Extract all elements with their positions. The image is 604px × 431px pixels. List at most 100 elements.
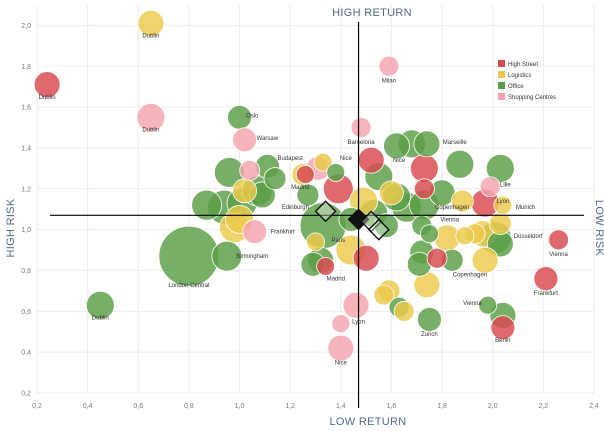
city-label: Frankfurt (271, 230, 295, 236)
bubble-office[interactable] (485, 153, 515, 183)
bubble-logistics[interactable] (450, 189, 474, 213)
x-tick-label: 1,0 (235, 403, 245, 410)
bubble-office[interactable] (383, 132, 410, 160)
bubble-office[interactable] (478, 295, 498, 315)
bubble-logistics[interactable] (379, 180, 404, 206)
legend-label: High Street (508, 62, 538, 68)
city-label: London Central (168, 283, 209, 289)
bubble-office[interactable] (413, 130, 441, 158)
x-tick-label: 2,2 (538, 403, 548, 410)
quadrant-label-low-risk: LOW RISK (593, 200, 604, 257)
x-tick-label: 1,6 (387, 403, 397, 410)
bubble-shopping-centres[interactable] (136, 102, 166, 132)
city-label: Munich (516, 205, 535, 211)
bubble-shopping-centres[interactable] (479, 176, 501, 198)
city-label: Frankfurt (534, 291, 558, 297)
bubble-logistics[interactable] (137, 9, 165, 37)
bubble-high-street[interactable] (413, 178, 435, 200)
city-label: Lyon (496, 199, 509, 205)
city-label: Vienna (549, 252, 568, 258)
legend-label: Shopping Centres (508, 95, 556, 101)
quadrant-label-high-risk: HIGH RISK (5, 198, 17, 257)
bubble-office[interactable] (445, 149, 475, 179)
bubble-office[interactable] (420, 224, 439, 244)
bubble-shopping-centres[interactable] (350, 117, 372, 138)
bubble-logistics[interactable] (471, 246, 499, 274)
bubble-high-street[interactable] (426, 247, 448, 269)
x-tick-label: 0,4 (83, 403, 93, 410)
bubble-shopping-centres[interactable] (232, 127, 258, 153)
bubble-shopping-centres[interactable] (378, 55, 400, 77)
city-label: Nice (335, 360, 348, 366)
bubble-office[interactable] (326, 163, 346, 182)
bubble-shopping-centres[interactable] (239, 160, 261, 181)
bubble-office[interactable] (191, 189, 223, 221)
y-tick-label: 0,8 (21, 268, 31, 275)
city-label: Warsaw (257, 136, 279, 142)
y-tick-label: 1,6 (21, 105, 31, 112)
city-label: Lille (500, 183, 511, 189)
bubble-office[interactable] (211, 240, 243, 272)
tick-labels: 0,2 0,4 0,6 0,8 1,0 1,2 1,4 1,6 1,8 2,0 2,2 2,4 0,2 0… (21, 23, 599, 410)
city-label: Nice (393, 158, 406, 164)
x-tick-label: 0,6 (133, 403, 143, 410)
bubble-high-street[interactable] (352, 244, 380, 272)
y-tick-label: 1,0 (21, 227, 31, 234)
bubble-high-street[interactable] (357, 146, 385, 174)
y-tick-label: 2,0 (21, 23, 31, 30)
bubble-logistics[interactable] (455, 226, 475, 246)
bubble-logistics[interactable] (493, 195, 513, 215)
bubble-shopping-centres[interactable] (242, 219, 268, 245)
benchmark-diamonds (314, 200, 390, 241)
city-label: Barcelona (348, 140, 376, 146)
bubble-shopping-centres[interactable] (327, 334, 355, 362)
bubble-office[interactable] (417, 307, 442, 332)
bubble-high-street[interactable] (548, 229, 569, 251)
legend-swatch (498, 71, 505, 78)
bubble-logistics[interactable] (313, 152, 333, 172)
bubble-office[interactable] (85, 290, 115, 320)
bubble-logistics[interactable] (373, 284, 395, 306)
bubble-high-street[interactable] (490, 315, 516, 341)
bubble-shopping-centres[interactable] (342, 291, 370, 319)
bubble-office[interactable] (263, 167, 287, 190)
x-tick-label: 2,0 (488, 403, 498, 410)
legend-swatch (498, 93, 505, 100)
city-label: Madrid (327, 277, 345, 283)
bubble-office[interactable] (373, 213, 399, 238)
bubbles (33, 9, 569, 362)
city-label: Paris (331, 238, 345, 244)
bubble-shopping-centres[interactable] (331, 314, 351, 333)
bubble-high-street[interactable] (533, 266, 559, 292)
city-label: Vienna (463, 301, 482, 307)
city-label: Copenhagen (453, 273, 487, 279)
bubble-office[interactable] (296, 183, 320, 207)
y-tick-label: 1,4 (21, 145, 31, 152)
quadrant-label-high-return: HIGH RETURN (332, 7, 412, 19)
city-label: Edinburgh (282, 205, 309, 211)
city-label: Lyon (352, 320, 365, 326)
bubble-office[interactable] (158, 225, 220, 287)
bubble-logistics[interactable] (232, 178, 258, 204)
y-tick-label: 0,4 (21, 350, 31, 357)
city-label: Berlin (495, 338, 510, 344)
bubble-high-street[interactable] (316, 256, 336, 276)
city-label: Dublin (142, 128, 159, 134)
bubble-high-street[interactable] (33, 71, 61, 99)
benchmark-diamond[interactable] (367, 218, 390, 241)
bubble-logistics[interactable] (393, 300, 415, 322)
crosshair-axes (50, 22, 584, 408)
x-tick-label: 1,2 (285, 403, 295, 410)
benchmark-diamond[interactable] (314, 200, 337, 223)
bubble-high-street[interactable] (409, 153, 439, 183)
city-label: Copenhagen (435, 205, 469, 211)
bubble-high-street[interactable] (295, 165, 315, 184)
x-tick-label: 2,4 (589, 403, 599, 410)
y-tick-label: 1,2 (21, 186, 31, 193)
city-label: Marseille (443, 140, 468, 146)
city-label: Oslo (246, 113, 259, 119)
x-tick-label: 1,8 (437, 403, 447, 410)
bubble-logistics[interactable] (306, 232, 325, 252)
